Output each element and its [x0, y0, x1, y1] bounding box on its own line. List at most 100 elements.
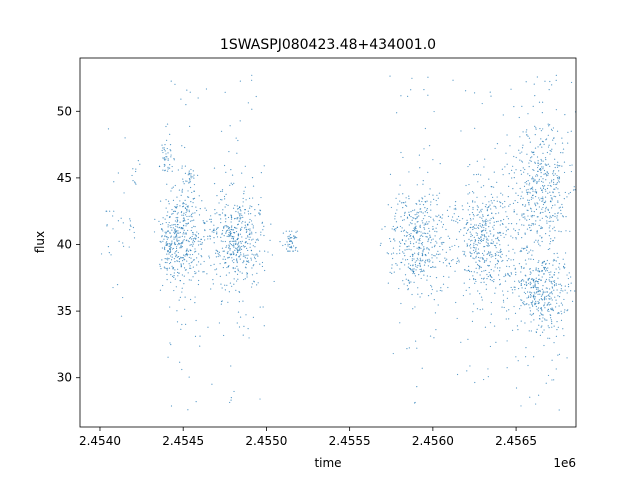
data-point: [551, 129, 553, 132]
data-point: [514, 200, 516, 202]
data-point: [473, 244, 475, 246]
data-cluster: [184, 165, 199, 192]
data-point: [567, 131, 569, 133]
data-point: [437, 250, 439, 252]
data-point: [225, 203, 227, 206]
data-point: [173, 224, 175, 226]
data-point: [442, 262, 444, 264]
data-point: [543, 329, 545, 331]
data-point: [489, 274, 491, 276]
data-point: [187, 206, 189, 208]
data-point: [424, 207, 426, 209]
data-point: [546, 187, 549, 190]
data-point: [527, 188, 529, 191]
data-point: [542, 285, 544, 287]
data-point: [421, 260, 423, 262]
data-point: [395, 212, 397, 214]
data-point: [223, 227, 225, 229]
data-point: [228, 247, 230, 249]
data-point: [428, 258, 430, 261]
data-point: [491, 239, 493, 241]
data-point: [174, 243, 176, 246]
data-point: [521, 236, 523, 239]
data-point: [521, 213, 523, 215]
data-point: [538, 324, 540, 326]
data-point: [158, 220, 160, 222]
data-point: [409, 222, 412, 224]
data-point: [176, 221, 178, 223]
data-point: [165, 207, 167, 209]
data-point: [469, 245, 471, 247]
data-point: [469, 252, 472, 254]
data-point: [550, 128, 553, 130]
data-point: [554, 143, 557, 145]
data-point: [171, 213, 173, 215]
data-point: [222, 250, 224, 252]
data-point: [238, 256, 240, 258]
data-point: [216, 227, 218, 229]
data-point: [532, 270, 534, 272]
data-point: [535, 127, 537, 129]
data-point: [170, 154, 172, 156]
data-point: [550, 303, 552, 305]
data-point: [247, 249, 249, 252]
data-point: [492, 255, 494, 257]
data-point: [543, 267, 545, 270]
data-point: [548, 125, 550, 127]
data-point: [574, 290, 576, 292]
data-point: [434, 312, 437, 314]
data-point: [250, 249, 252, 251]
data-point: [200, 238, 202, 240]
data-point: [474, 278, 477, 281]
data-point: [545, 179, 547, 181]
data-point: [541, 240, 543, 243]
data-point: [533, 291, 535, 293]
data-point: [482, 229, 484, 232]
data-point: [551, 299, 553, 301]
data-point: [183, 217, 185, 219]
data-point: [560, 288, 562, 290]
data-point: [531, 223, 533, 225]
data-point: [190, 267, 192, 269]
data-point: [544, 297, 546, 299]
data-point: [507, 272, 509, 275]
data-point: [235, 247, 237, 249]
data-point: [216, 233, 218, 235]
data-point: [422, 222, 424, 224]
data-point: [179, 205, 181, 207]
data-point: [411, 259, 413, 262]
data-point: [163, 163, 165, 166]
data-point: [228, 256, 230, 258]
data-point: [527, 215, 529, 217]
data-point: [428, 230, 431, 232]
data-point: [217, 252, 219, 255]
data-point: [251, 74, 253, 76]
data-point: [430, 242, 432, 244]
data-point: [174, 223, 176, 226]
data-point: [174, 83, 176, 85]
data-point: [244, 209, 246, 211]
data-point: [492, 241, 495, 243]
data-point: [543, 266, 545, 268]
data-point: [400, 151, 402, 154]
data-point: [419, 271, 422, 273]
data-point: [419, 268, 421, 271]
data-point: [230, 229, 232, 231]
data-point: [239, 233, 241, 235]
data-point: [543, 299, 546, 301]
data-point: [112, 215, 114, 217]
data-point: [241, 226, 243, 229]
data-point: [525, 180, 528, 183]
data-point: [562, 216, 564, 218]
data-point: [532, 197, 534, 199]
data-point: [194, 270, 196, 273]
data-point: [410, 237, 412, 239]
data-point: [167, 251, 169, 253]
data-point: [181, 191, 183, 193]
data-point: [433, 299, 435, 301]
data-point: [532, 285, 534, 287]
data-point: [528, 204, 530, 206]
data-point: [531, 214, 534, 217]
data-point: [463, 254, 465, 256]
data-point: [166, 236, 168, 238]
